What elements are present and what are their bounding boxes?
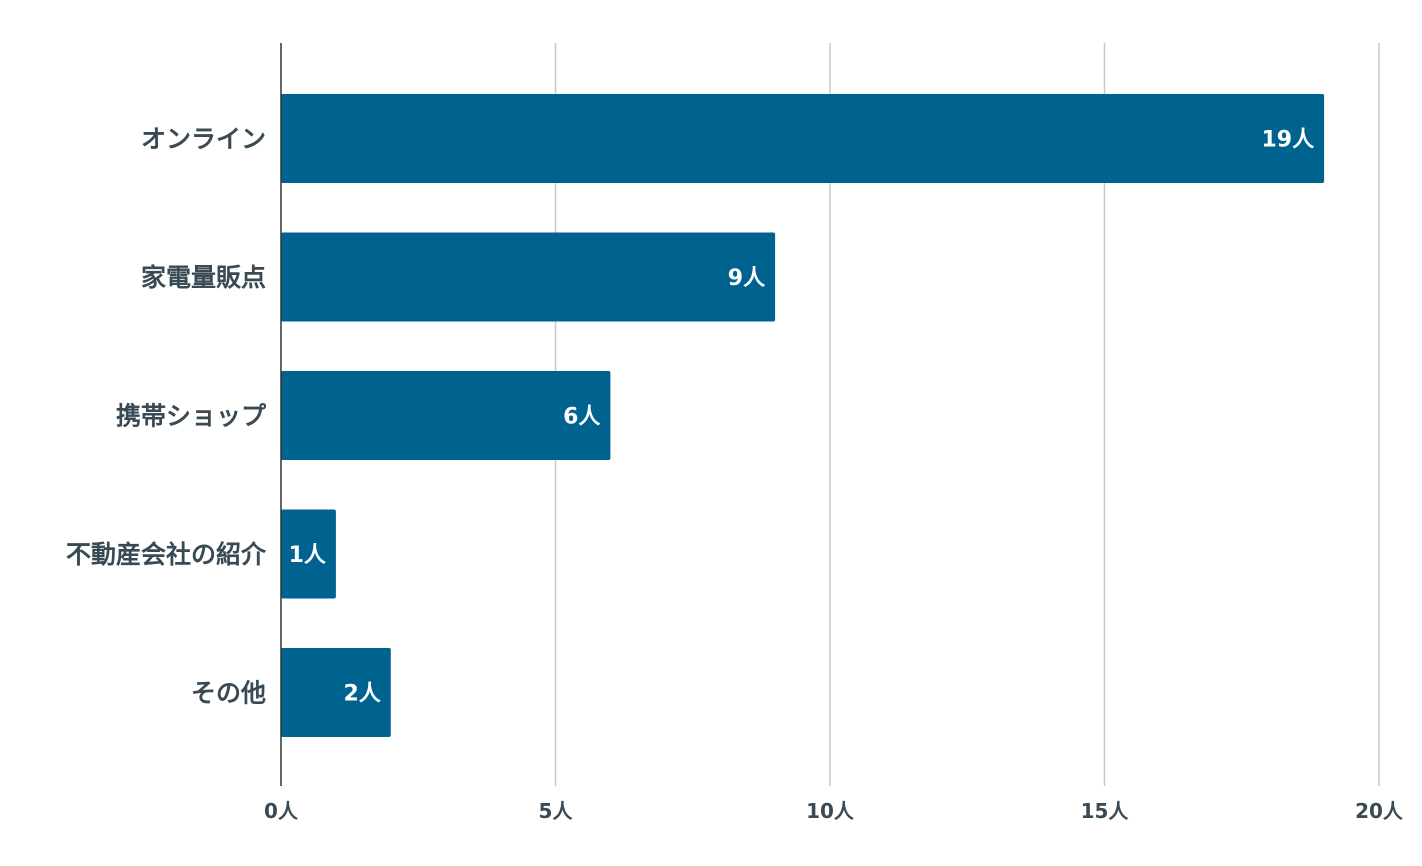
bar [281, 371, 611, 460]
category-label: 不動産会社の紹介 [66, 540, 267, 569]
bar [281, 509, 336, 599]
bar [281, 648, 391, 737]
x-tick-label: 20人 [1355, 799, 1404, 823]
x-tick-label: 5人 [539, 799, 574, 823]
category-label: 家電量販点 [141, 263, 266, 292]
x-tick-label: 0人 [264, 799, 299, 823]
category-label: 携帯ショップ [116, 402, 267, 431]
data-label: 9人 [728, 266, 765, 291]
data-label: 6人 [563, 405, 600, 430]
data-label: 19人 [1261, 128, 1314, 153]
category-label: その他 [191, 679, 266, 708]
category-label: オンライン [141, 125, 266, 154]
x-tick-label: 10人 [806, 799, 855, 823]
bar [281, 94, 1325, 183]
bar [281, 232, 776, 322]
bars [281, 94, 1325, 737]
data-label: 1人 [289, 543, 326, 568]
data-label: 2人 [343, 682, 380, 707]
x-tick-label: 15人 [1081, 799, 1130, 823]
